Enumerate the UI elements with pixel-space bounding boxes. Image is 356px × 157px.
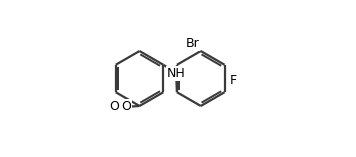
Text: O: O (121, 100, 131, 113)
Text: O: O (110, 100, 119, 113)
Text: O: O (121, 100, 131, 113)
Text: Br: Br (185, 37, 199, 50)
Text: O: O (110, 100, 119, 113)
Text: NH: NH (167, 67, 185, 79)
Text: F: F (230, 74, 237, 87)
